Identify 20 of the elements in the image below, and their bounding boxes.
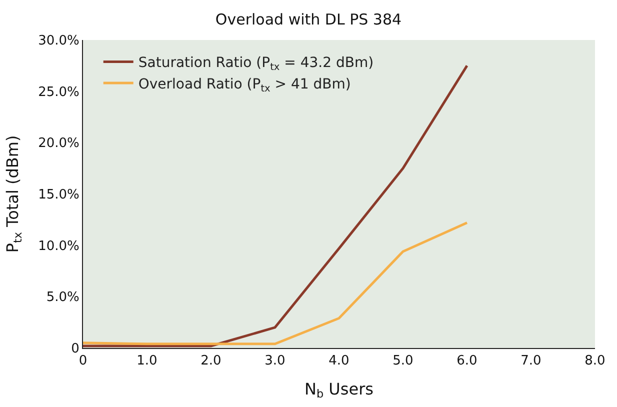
x-axis-title: N$_{b}$ Users [304,379,374,401]
y-tick-label: 30.0% [38,34,80,49]
y-tick-label: 25.0% [38,84,80,100]
y-tick-label: 20.0% [38,136,80,152]
y-tick-label: 5.0% [46,290,80,306]
x-tick-label: 1.0 [136,354,158,369]
x-tick-label: 8.0 [584,354,606,369]
x-tick-label: 3.0 [264,354,286,369]
legend-label: Overload Ratio (P$_{tx}$ > 41 dBm) [138,76,351,94]
y-tick-label: 0 [71,342,80,357]
x-tick-label: 7.0 [520,354,542,369]
y-tick-label: 15.0% [38,188,80,203]
legend-label: Saturation Ratio (P$_{tx}$ = 43.2 dBm) [138,55,374,74]
x-tick-label: 2.0 [200,354,222,369]
chart-title: Overload with DL PS 384 [215,10,402,29]
x-tick-label: 5.0 [392,354,414,369]
x-tick-label: 4.0 [328,354,350,369]
y-tick-label: 10.0% [38,238,80,254]
line-series [83,222,468,346]
x-tick-label: 6.0 [456,354,478,369]
